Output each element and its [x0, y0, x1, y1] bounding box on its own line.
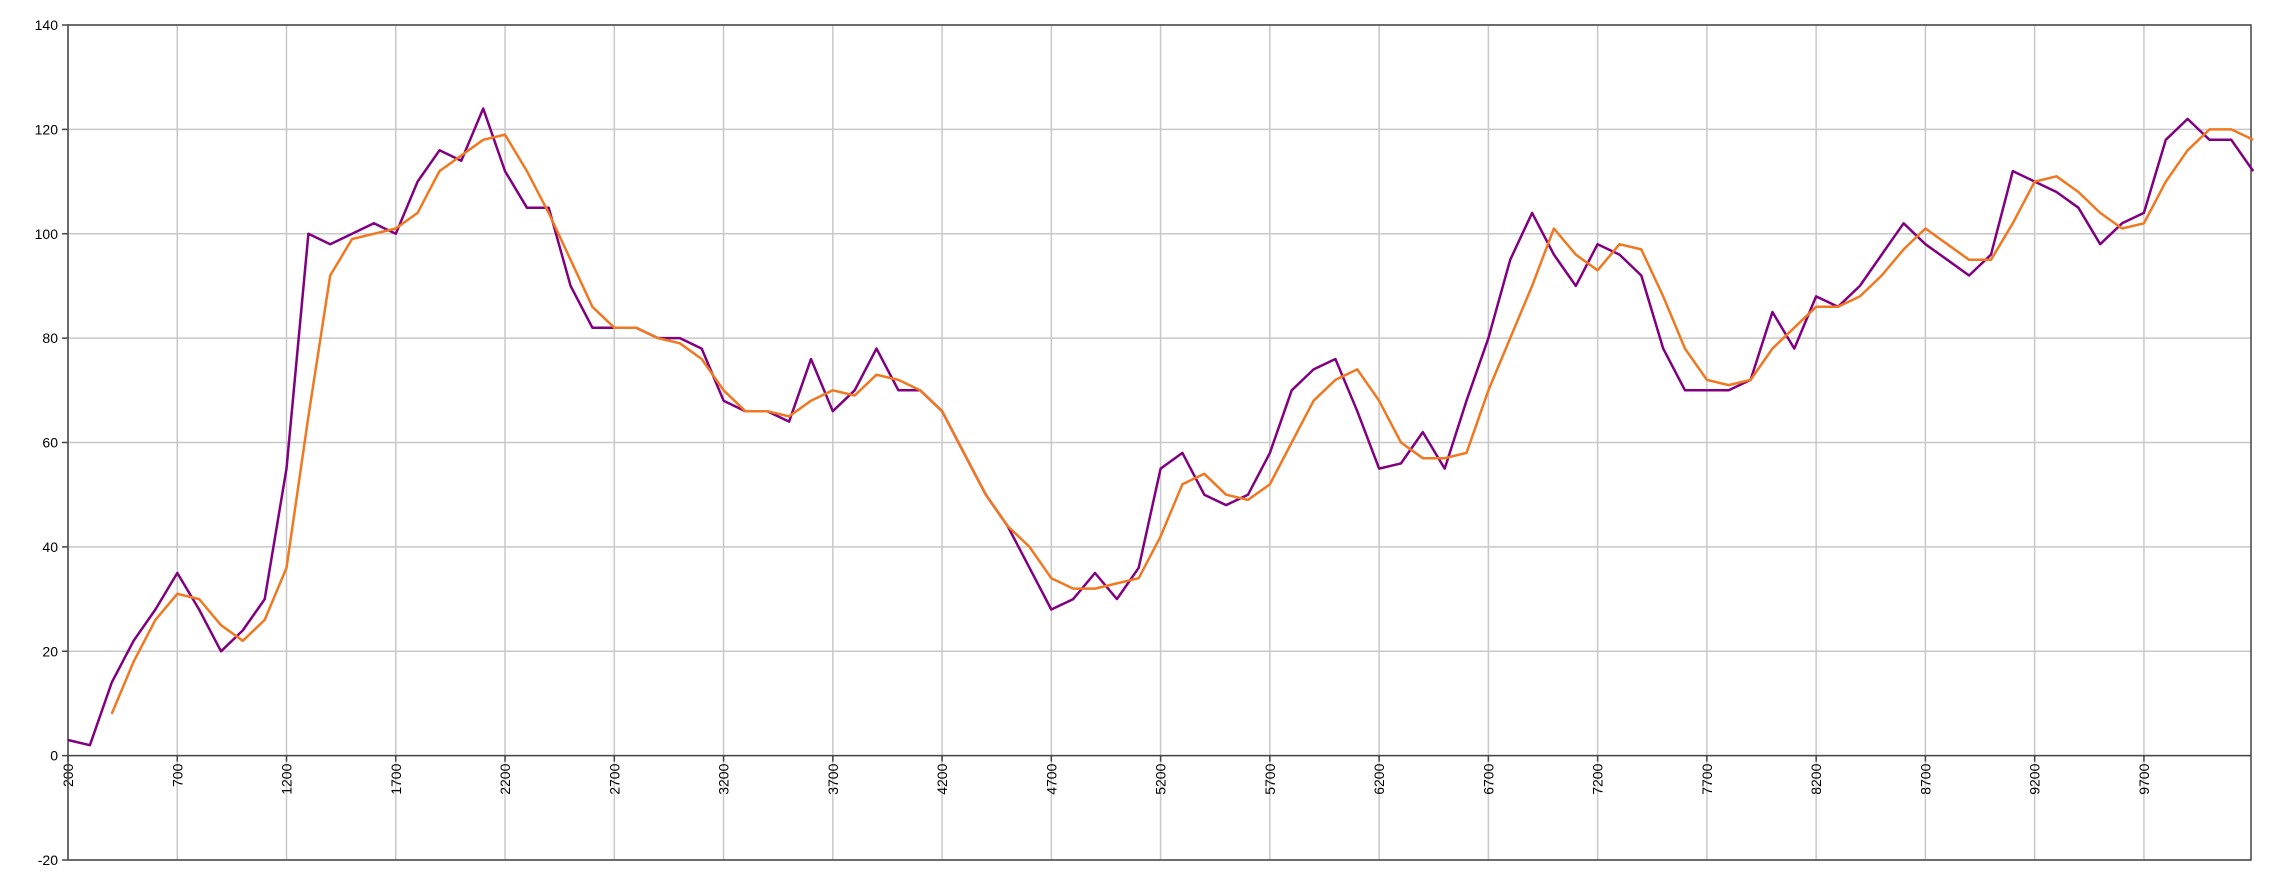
x-tick-label: 3200: [716, 763, 732, 794]
plot-frame: [67, 24, 2252, 861]
x-tick-label: 8700: [1917, 763, 1933, 794]
x-tick-label: 7700: [1699, 763, 1715, 794]
y-tick-label: 0: [50, 748, 58, 764]
x-tick-label: 700: [169, 763, 185, 787]
y-tick-label: 140: [35, 17, 59, 33]
x-tick-label: 5700: [1262, 763, 1278, 794]
x-tick-label: 6700: [1480, 763, 1496, 794]
y-tick-label: 60: [42, 435, 58, 451]
x-tick-label: 2200: [497, 763, 513, 794]
x-tick-label: 4700: [1043, 763, 1059, 794]
x-tick-label: 1200: [279, 763, 295, 794]
x-tick-label: 6200: [1371, 763, 1387, 794]
y-tick-label: 100: [35, 226, 59, 242]
series-line: [67, 107, 2255, 747]
series-line: [110, 128, 2254, 715]
x-tick-label: 1700: [388, 763, 404, 794]
x-tick-label: 7200: [1590, 763, 1606, 794]
y-tick-label: 80: [42, 330, 58, 346]
x-tick-label: 2700: [606, 763, 622, 794]
y-tick-label: 20: [42, 643, 58, 659]
y-tick-label: 40: [42, 539, 58, 555]
x-tick-label: 5200: [1153, 763, 1169, 794]
x-tick-label: 9200: [2027, 763, 2043, 794]
x-tick-label: 8200: [1808, 763, 1824, 794]
y-tick-label: 120: [35, 121, 59, 137]
x-tick-label: 3700: [825, 763, 841, 794]
x-tick-label: 9700: [2136, 763, 2152, 794]
x-tick-label: 4200: [934, 763, 950, 794]
y-tick-label: -20: [38, 852, 58, 868]
